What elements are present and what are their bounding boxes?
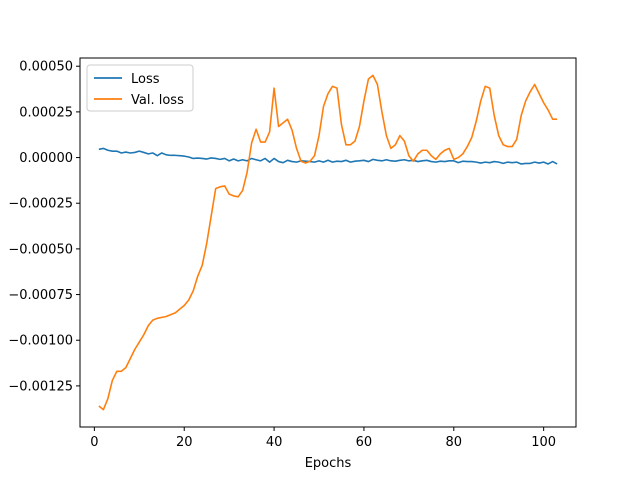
y-tick-label: 0.00050 bbox=[19, 60, 73, 75]
y-tick-label: −0.00050 bbox=[8, 242, 73, 257]
legend: Loss Val. loss bbox=[86, 64, 194, 112]
series-line-loss bbox=[98, 147, 558, 165]
series-layer bbox=[98, 74, 558, 411]
series-line-val-loss bbox=[98, 74, 558, 411]
plot-frame bbox=[79, 57, 577, 428]
legend-label-loss: Loss bbox=[131, 72, 160, 87]
y-tick-label: 0.00000 bbox=[19, 151, 73, 166]
y-tick-label: −0.00075 bbox=[8, 288, 73, 303]
legend-label-val-loss: Val. loss bbox=[131, 93, 184, 108]
x-tick-label: 40 bbox=[266, 435, 283, 450]
y-tick-label: −0.00025 bbox=[8, 197, 73, 212]
y-axis: 0.00050 0.00025 0.00000 −0.00025 −0.00050 −0.… bbox=[8, 60, 80, 394]
x-tick-label: 80 bbox=[446, 435, 463, 450]
x-tick-label: 100 bbox=[531, 435, 556, 450]
x-tick-label: 20 bbox=[176, 435, 193, 450]
y-tick-label: 0.00025 bbox=[19, 105, 73, 120]
x-axis-title: Epochs bbox=[305, 456, 352, 471]
x-tick-label: 60 bbox=[356, 435, 373, 450]
y-tick-label: −0.00100 bbox=[8, 334, 73, 349]
x-tick-label: 0 bbox=[90, 435, 98, 450]
x-axis: 0 20 40 60 80 100 bbox=[90, 427, 556, 450]
y-tick-label: −0.00125 bbox=[8, 379, 73, 394]
